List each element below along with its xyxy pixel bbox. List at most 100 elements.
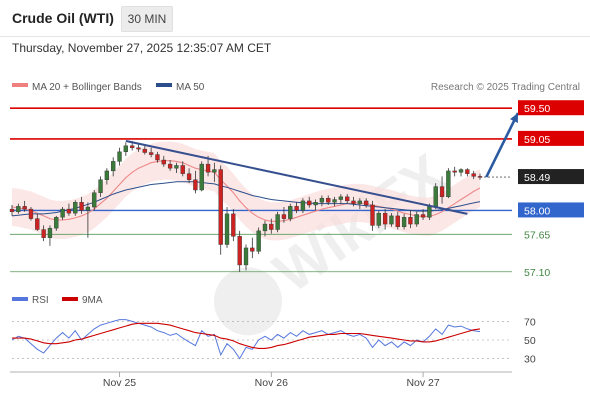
- candle-body: [123, 145, 128, 153]
- level-label-box: [518, 202, 584, 218]
- candle-body: [16, 206, 21, 213]
- candle: [364, 198, 369, 208]
- candle: [212, 162, 217, 182]
- candle-body: [364, 200, 369, 206]
- bollinger-band-fill: [12, 141, 480, 241]
- candle-body: [326, 197, 331, 203]
- candle-body: [420, 214, 426, 218]
- candle: [155, 151, 160, 163]
- candle: [382, 209, 388, 230]
- price-level-labels: 59.50 59.05 58.49 58.00 57.65 57.10: [518, 100, 584, 279]
- candle: [471, 170, 476, 180]
- candle-body: [256, 230, 261, 252]
- candle: [458, 168, 464, 177]
- candle-body: [92, 192, 97, 208]
- rsi-line: [11, 319, 481, 360]
- candle-body: [199, 163, 204, 191]
- candle-body: [414, 214, 419, 225]
- candle: [351, 196, 356, 207]
- candle: [319, 195, 325, 207]
- candle: [136, 143, 141, 152]
- candle: [256, 227, 261, 255]
- candle-body: [136, 147, 141, 150]
- candle: [174, 162, 179, 173]
- candle: [313, 199, 318, 211]
- candle: [332, 196, 337, 207]
- candle: [98, 176, 103, 197]
- descending-trendline: [125, 139, 468, 215]
- candle-body: [376, 212, 381, 226]
- candle-body: [307, 200, 312, 206]
- ma20-line: [11, 160, 481, 222]
- candle: [300, 198, 306, 214]
- candle-body: [250, 247, 255, 252]
- candle-body: [9, 208, 15, 213]
- candle: [420, 209, 426, 220]
- candle: [148, 147, 154, 158]
- candle-body: [79, 202, 84, 211]
- candle-body: [224, 213, 230, 245]
- candle-body: [465, 169, 470, 174]
- time-axis-label: Nov 26: [255, 377, 288, 389]
- candle: [326, 195, 331, 205]
- candle-body: [389, 215, 394, 225]
- candle-body: [471, 173, 476, 177]
- trendline: [125, 112, 520, 215]
- level-label-last: 58.49: [524, 172, 550, 184]
- candle-body: [193, 179, 198, 191]
- candle-body: [155, 154, 160, 161]
- candle: [275, 211, 280, 233]
- ma50-legend-label: MA 50: [176, 82, 205, 93]
- candle: [237, 230, 242, 272]
- candle-body: [111, 161, 116, 172]
- candle: [262, 220, 268, 237]
- candle-body: [66, 208, 72, 214]
- ma50-legend-swatch: [156, 83, 172, 87]
- candle: [395, 211, 400, 230]
- candle-body: [446, 170, 451, 198]
- candle: [41, 225, 46, 242]
- level-label-resistance: 59.05: [524, 134, 550, 146]
- candle-body: [294, 206, 299, 211]
- candle: [446, 168, 451, 199]
- time-axis-label: Nov 27: [406, 377, 439, 389]
- candle: [111, 157, 116, 177]
- candle: [465, 168, 470, 177]
- candle: [433, 183, 438, 210]
- candle: [9, 204, 15, 216]
- candle: [92, 190, 97, 211]
- candle: [294, 202, 299, 214]
- candle: [357, 198, 362, 210]
- candlesticks: [9, 140, 483, 272]
- candle-body: [167, 163, 173, 169]
- candle-body: [161, 159, 166, 165]
- candle: [389, 213, 394, 227]
- candle-body: [345, 196, 350, 202]
- candle-body: [300, 200, 306, 211]
- candle: [167, 160, 173, 171]
- candle: [54, 215, 59, 231]
- candle-body: [351, 200, 356, 204]
- candle: [66, 203, 72, 216]
- rsi-legend-swatch: [12, 297, 28, 301]
- candle: [408, 210, 413, 229]
- rsi-ma-line: [12, 322, 481, 349]
- price-legend: MA 20 + Bollinger Bands MA 50 Research ©…: [12, 82, 580, 93]
- timeframe-badge[interactable]: 30 MIN: [121, 6, 173, 32]
- candle-body: [186, 173, 192, 180]
- candle: [269, 218, 274, 234]
- candle: [47, 225, 53, 246]
- candle: [161, 155, 166, 167]
- candle: [307, 196, 312, 208]
- time-axis: Nov 25 Nov 26 Nov 27: [10, 371, 512, 389]
- candle-body: [231, 213, 236, 237]
- candle-body: [281, 214, 287, 219]
- ma20-legend-label: MA 20 + Bollinger Bands: [32, 82, 142, 93]
- level-label-box: [518, 130, 584, 146]
- rsi-tick-label: 50: [524, 335, 536, 347]
- rsi-panel: 70 50 30: [11, 316, 536, 366]
- ma20-legend-swatch: [12, 83, 28, 87]
- rsi-legend: RSI 9MA: [12, 295, 103, 306]
- candle-body: [130, 145, 135, 148]
